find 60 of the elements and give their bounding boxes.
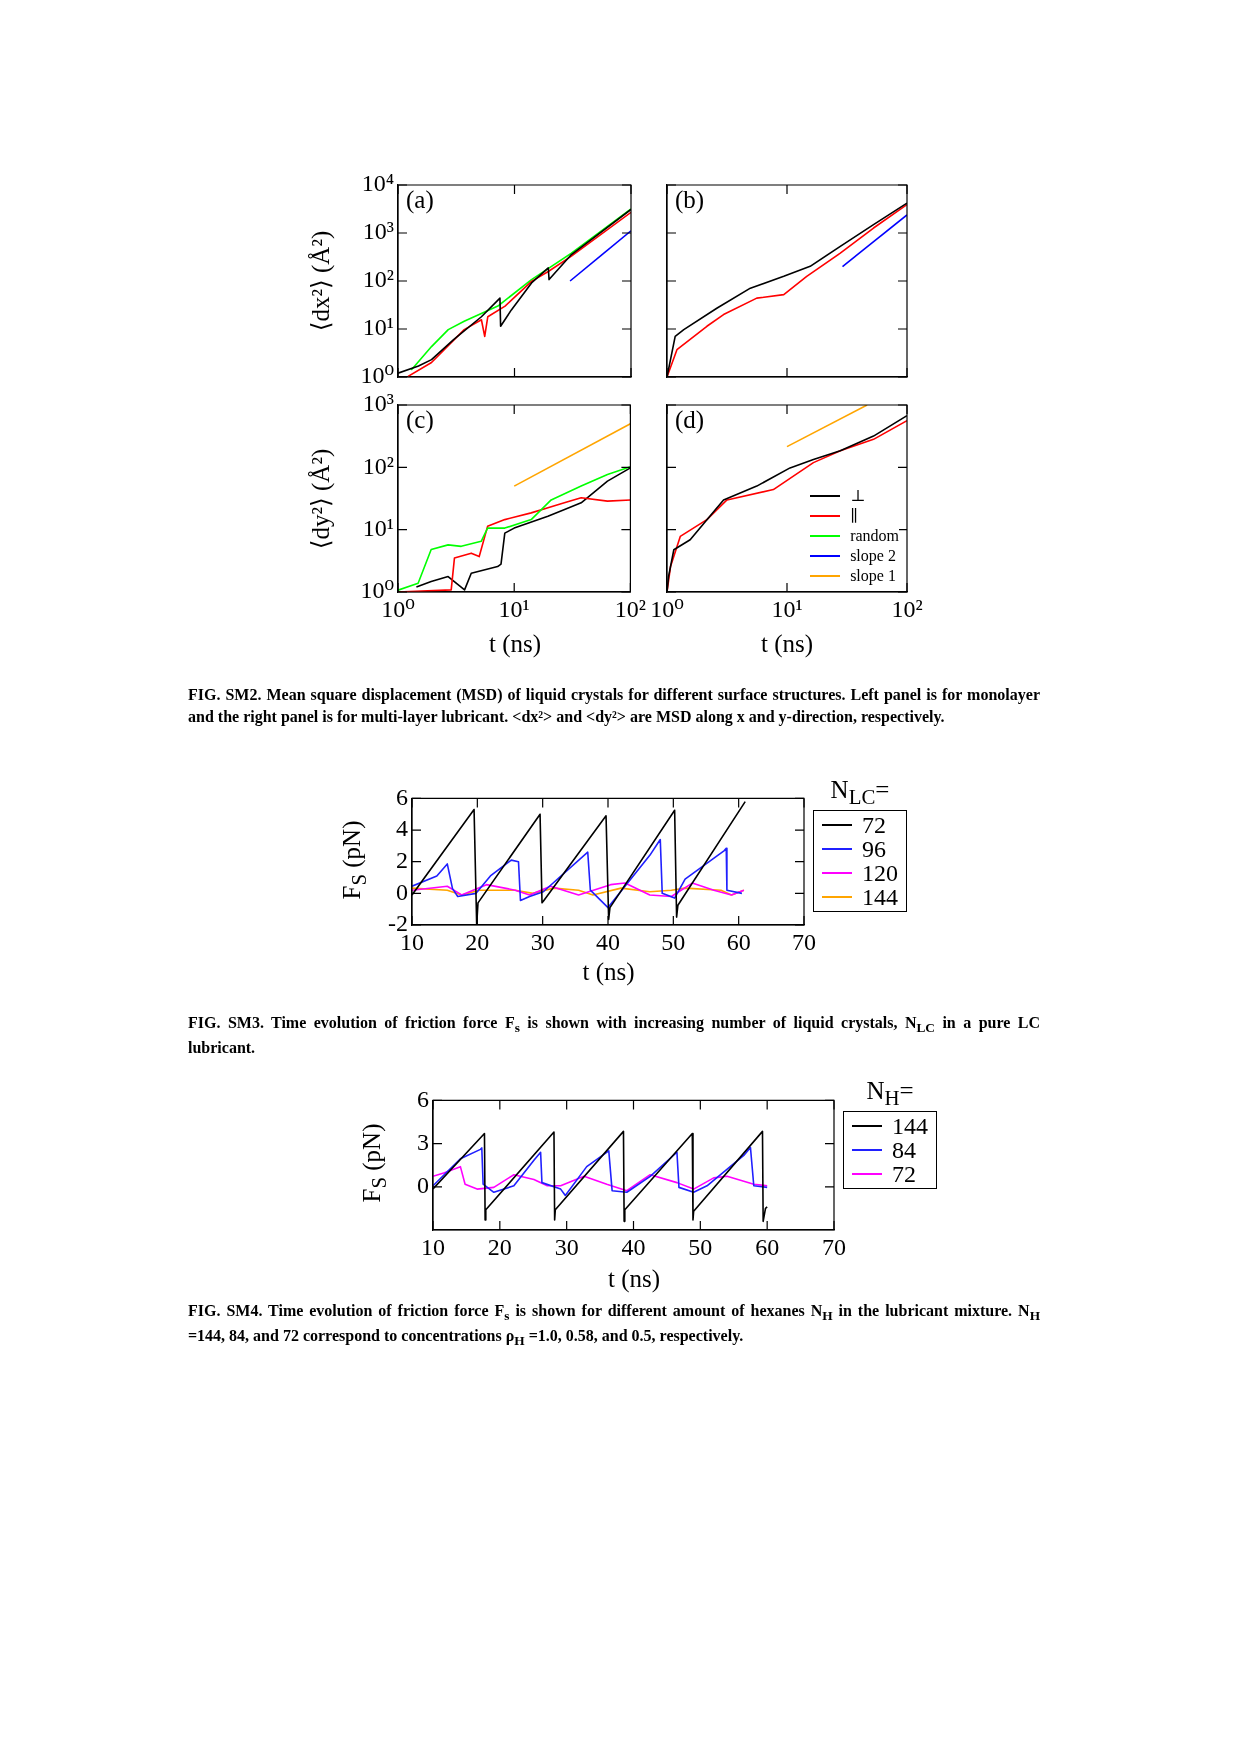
x-tick-label: 60 [755,1233,780,1260]
y-tick-label: 10² [362,266,394,293]
x-tick-label: 50 [688,1233,713,1260]
y-tick-label: 4 [396,815,408,842]
legend-label: 120 [862,859,898,886]
legend-title: N$_{LC}$= [829,776,891,809]
x-tick-label: 10⁰ [650,595,684,622]
y-tick-label: 6 [396,783,408,810]
x-tick-label: 40 [596,928,620,955]
legend-label: ∥ [850,506,858,526]
annotation: (b) [675,186,705,213]
x-tick-label: 30 [530,928,555,955]
y-tick-label: 10¹ [362,514,394,541]
y-tick-label: 2 [396,847,408,873]
y-tick-label: 0 [417,1172,429,1199]
y-tick-label: 10³ [362,390,394,417]
x-axis-title: t (ns) [582,958,635,985]
legend-title: N$_{H}$= [865,1077,915,1110]
legend-label: 84 [892,1136,916,1163]
text: FIG. SM4. Time evolution of friction force F$_{s}$ is shown for different amount of hexanes N$_{H}$ in the lubricant mixture. N$_{H}$ =144, 84, and 72 correspond to concentrations ρ$_{H}$ =1.0, 0.58, and 0.5, respectively. [188,1302,1041,1349]
y-tick-label: 10⁰ [360,362,394,389]
legend-label: ⊥ [850,486,866,506]
legend-label: slope 1 [850,566,896,586]
y-tick-label: 10³ [362,218,394,245]
x-axis-title: t (ns) [488,630,542,657]
y-axis-title: ⟨dy²⟩ (Å²) [306,448,334,549]
y-tick-label: 3 [417,1128,429,1155]
legend-label: 72 [892,1160,916,1187]
text: FIG. SM2. Mean square displacement (MSD) of liquid crystals for different surface structures. Left panel is for monolayer and the right panel is for multi-layer lubricant. <dx²> and <dy²> are MSD along x and y-direction, respectively. [188,685,1040,728]
x-tick-label: 10¹ [771,595,803,622]
x-axis-title: t (ns) [760,630,814,657]
legend-label: 144 [862,883,898,910]
y-tick-label: 10¹ [362,314,394,341]
annotation: (d) [675,406,705,433]
x-tick-label: 70 [822,1233,846,1260]
y-axis-title: ⟨dx²⟩ (Å²) [306,230,334,332]
x-tick-label: 30 [554,1233,579,1260]
annotation: (c) [406,406,434,433]
text: FIG. SM3. Time evolution of friction force F$_{s}$ is shown with increasing number of liquid crystals, N$_{LC}$ in a pure LC lubricant. [188,1014,1041,1057]
annotation: (a) [406,186,434,213]
x-tick-label: 20 [487,1233,512,1260]
legend-label: random [850,526,899,546]
y-tick-label: 6 [417,1085,429,1112]
legend-label: slope 2 [850,546,896,566]
x-tick-label: 50 [661,928,686,955]
y-tick-label: 10⁴ [361,170,394,197]
x-tick-label: 70 [792,928,816,955]
y-tick-label: 10² [362,452,394,479]
legend-label: 96 [862,835,886,862]
x-tick-label: 20 [465,928,490,955]
x-tick-label: 60 [726,928,751,955]
x-tick-label: 10² [614,595,646,622]
x-axis-title: t (ns) [607,1265,661,1292]
y-tick-label: 0 [396,878,408,905]
x-tick-label: 10² [891,595,923,622]
legend-label: 72 [862,811,886,838]
x-tick-label: 40 [621,1233,646,1260]
x-tick-label: 10 [421,1233,445,1260]
legend-label: 144 [892,1112,928,1139]
x-tick-label: 10¹ [498,595,530,622]
